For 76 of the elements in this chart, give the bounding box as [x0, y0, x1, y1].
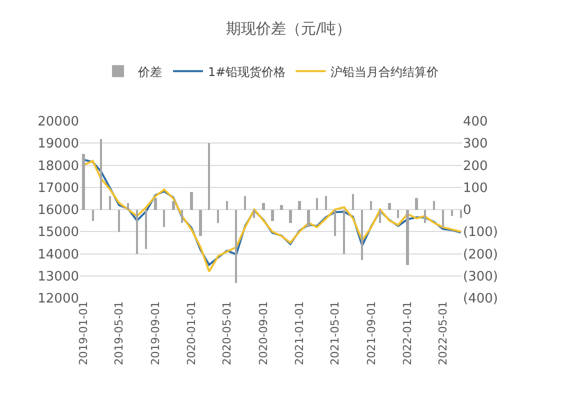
bar — [316, 198, 318, 210]
bar — [271, 210, 274, 221]
bar — [136, 210, 138, 254]
bar — [172, 201, 175, 210]
bar — [235, 210, 237, 283]
y2-tick-label: (100) — [463, 225, 498, 240]
bar — [397, 210, 399, 218]
y-tick-label: 16000 — [38, 203, 79, 218]
x-tick-label: 2022-01-01 — [400, 301, 414, 366]
bar — [217, 210, 219, 223]
y2-tick-label: 0 — [463, 203, 472, 218]
bar — [379, 210, 381, 223]
y2-tick-label: (400) — [463, 292, 498, 307]
bar — [145, 210, 147, 249]
x-tick-label: 2020-09-01 — [257, 301, 270, 366]
bar — [424, 210, 426, 223]
bar — [352, 194, 354, 210]
chart-title: 期现价差（元/吨） — [226, 19, 352, 38]
bar — [226, 201, 228, 210]
x-tick-label: 2019-09-01 — [148, 301, 162, 366]
x-tick-label: 2020-01-01 — [184, 301, 198, 366]
x-tick-label: 2022-05-01 — [436, 301, 450, 366]
x-tick-label: 2021-09-01 — [364, 301, 378, 366]
bar — [208, 143, 210, 210]
bar — [163, 210, 165, 227]
bar — [460, 210, 462, 218]
bar — [343, 210, 345, 254]
x-tick-label: 2019-01-01 — [77, 301, 90, 366]
y-tick-label: 14000 — [38, 247, 79, 262]
bar — [100, 139, 102, 210]
bar — [406, 210, 409, 265]
y-tick-label: 17000 — [38, 180, 79, 196]
x-tick-label: 2021-01-01 — [293, 301, 306, 366]
y-tick-label: 18000 — [38, 158, 79, 174]
bar — [280, 205, 283, 210]
legend-label: 价差 — [137, 64, 162, 79]
bar — [82, 154, 85, 210]
bar — [334, 210, 336, 236]
y2-tick-label: 200 — [463, 158, 488, 174]
x-tick-label: 2019-05-01 — [112, 301, 126, 366]
y2-tick-label: (200) — [463, 247, 498, 262]
bar — [190, 192, 193, 210]
bar — [181, 210, 183, 223]
legend-label: 1#铅现货价格 — [208, 64, 286, 79]
bar — [199, 210, 202, 236]
bar — [289, 210, 292, 223]
bar — [127, 203, 129, 210]
bar — [388, 203, 391, 210]
bar — [298, 201, 301, 210]
y-tick-label: 12000 — [38, 292, 79, 307]
y-tick-label: 19000 — [38, 136, 79, 152]
x-tick-label: 2020-05-01 — [220, 301, 234, 366]
y-tick-label: 20000 — [38, 114, 79, 130]
bar — [451, 210, 453, 216]
bar — [307, 210, 310, 227]
bar — [415, 198, 418, 210]
bar — [253, 210, 255, 218]
y-tick-label: 13000 — [38, 269, 79, 284]
bar — [370, 201, 372, 210]
bar — [154, 198, 157, 210]
bar — [92, 210, 94, 221]
bar — [109, 196, 111, 210]
bar — [118, 210, 120, 232]
bar — [244, 196, 246, 210]
bar — [361, 210, 363, 260]
bar — [325, 196, 327, 210]
y2-tick-label: 300 — [463, 136, 488, 152]
y2-tick-label: 400 — [463, 114, 488, 130]
y-tick-label: 15000 — [38, 225, 79, 240]
legend-label: 沪铅当月合约结算价 — [330, 64, 439, 79]
bar — [433, 201, 435, 210]
bar — [442, 210, 444, 227]
x-tick-label: 2021-05-01 — [328, 301, 342, 366]
y2-tick-label: (300) — [463, 269, 498, 284]
y2-tick-label: 100 — [463, 180, 488, 196]
bar — [262, 203, 265, 210]
